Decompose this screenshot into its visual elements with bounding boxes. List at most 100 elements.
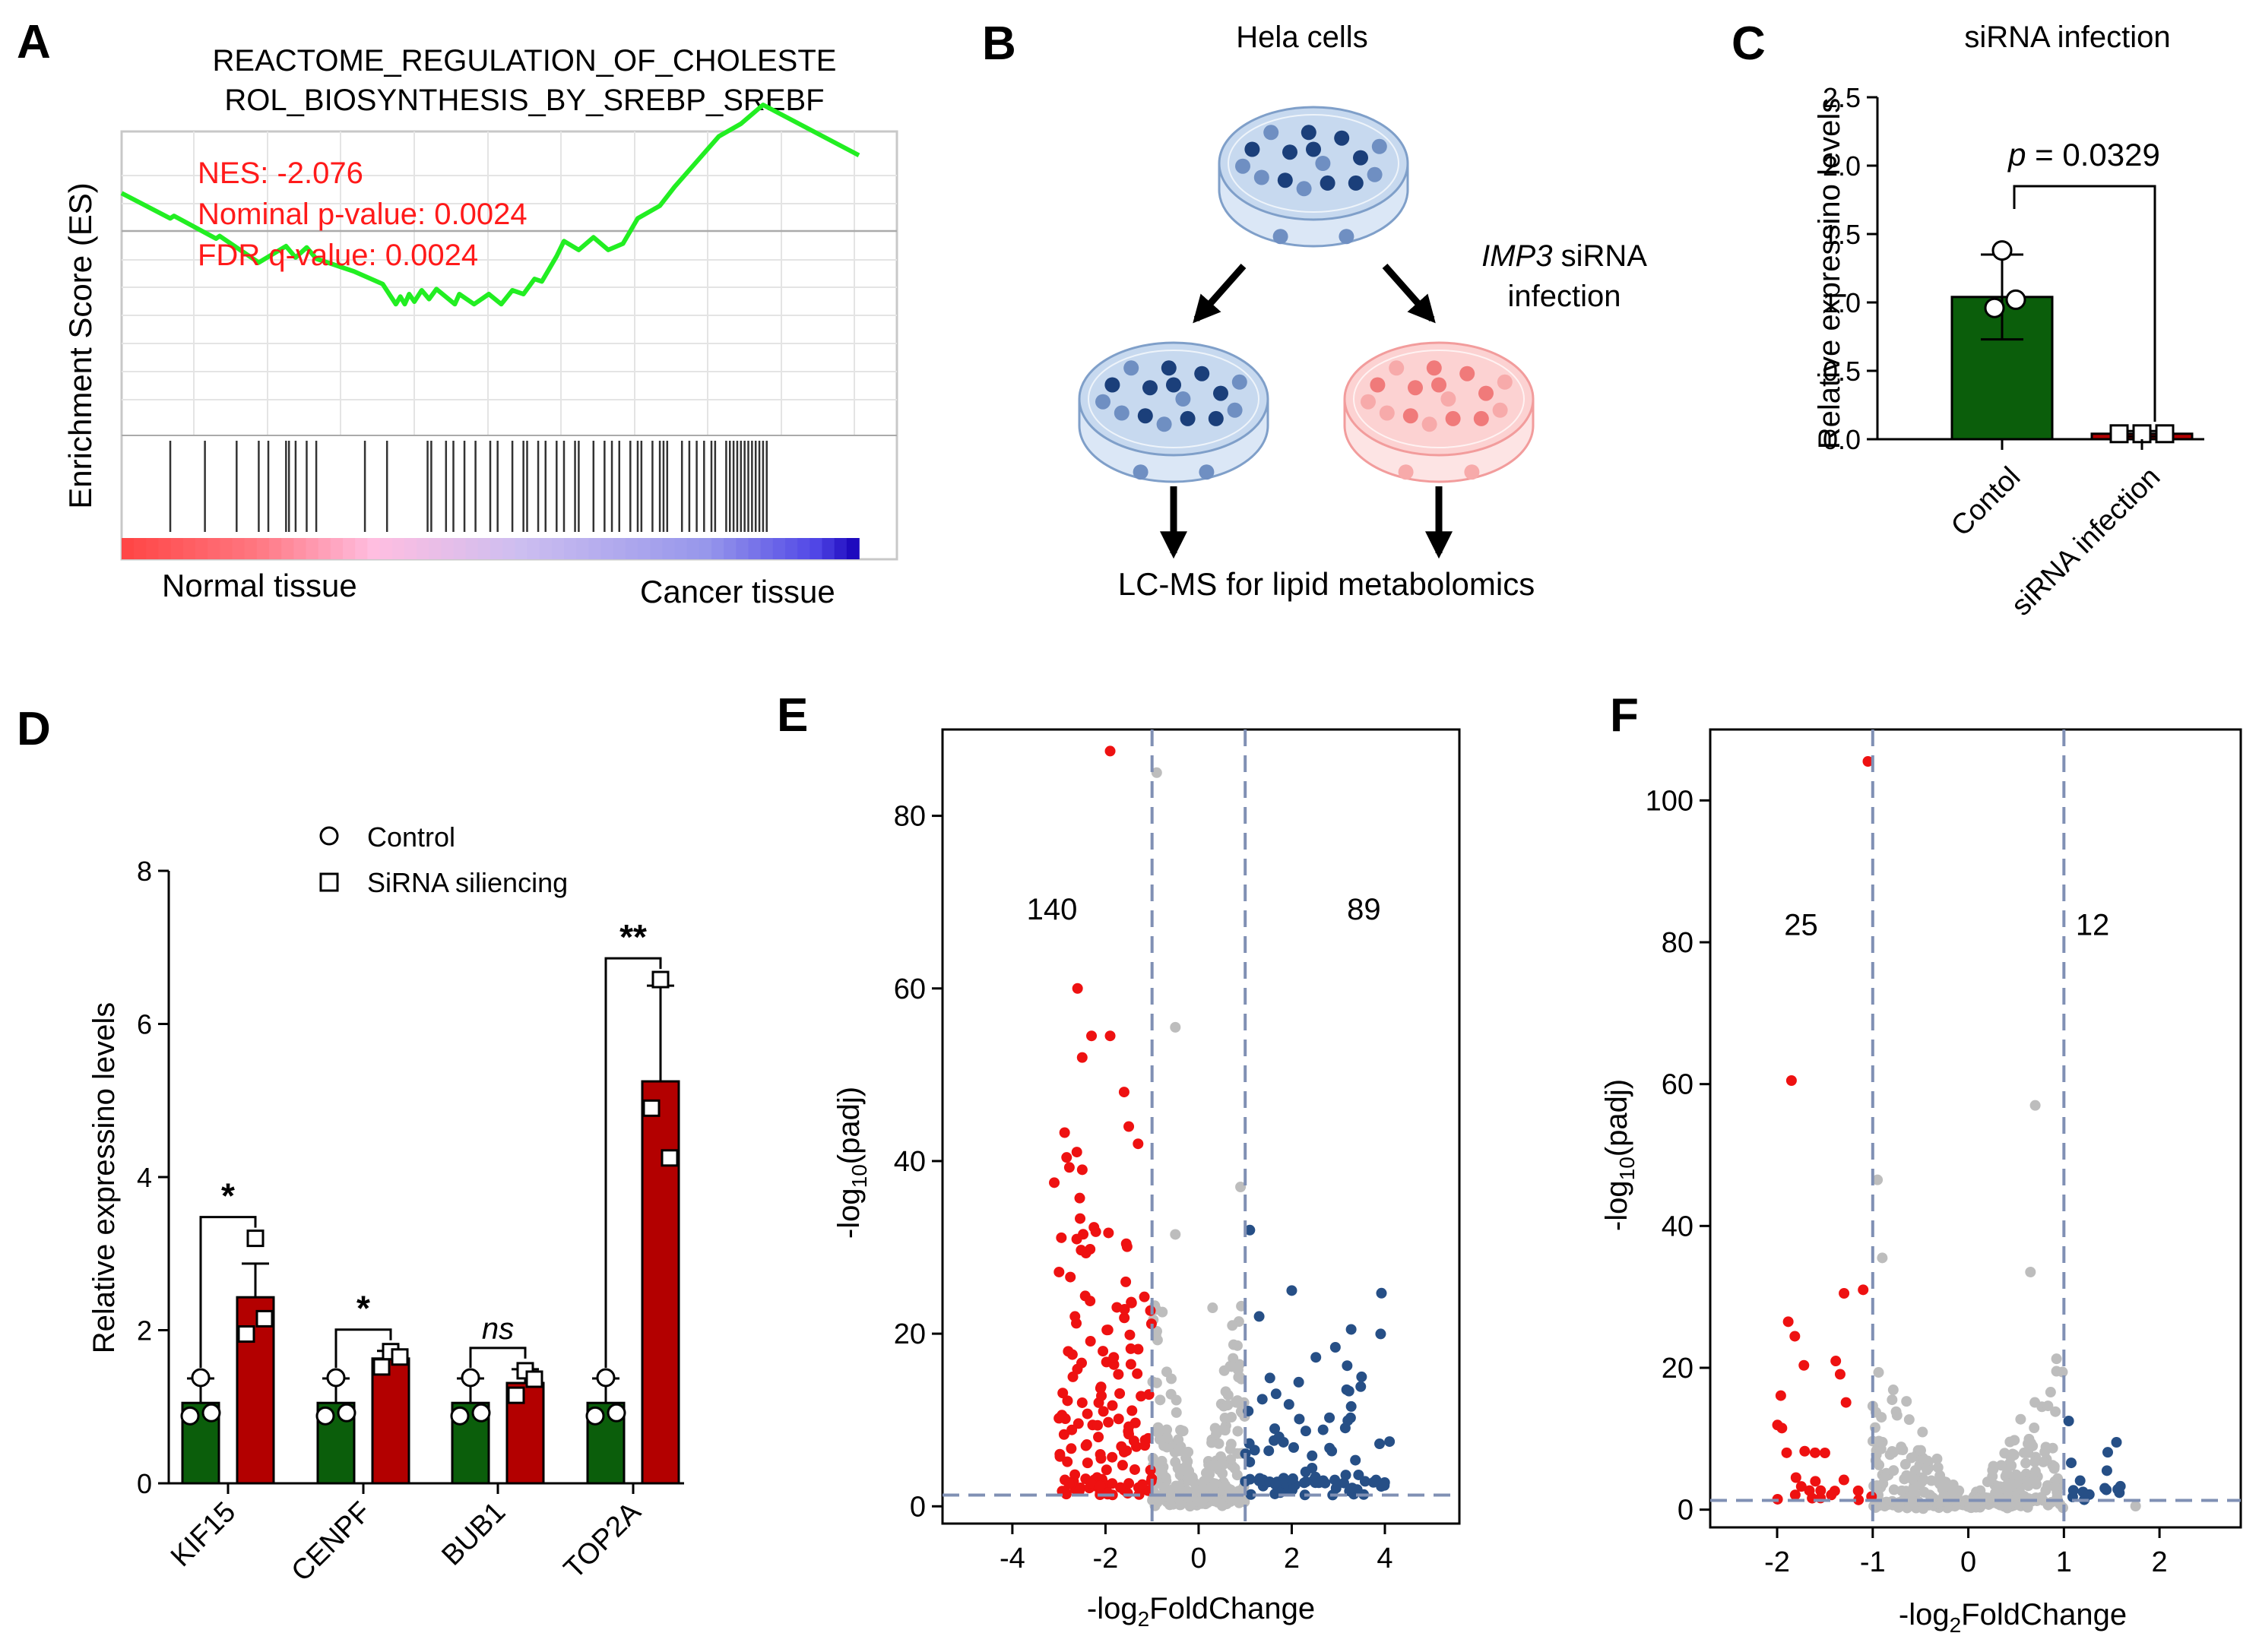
petri-dish-sirna [1343,341,1535,483]
f-ns-point-238 [2020,1457,2032,1469]
f-highlight-red-3 [1858,1284,1869,1296]
e-up-point-86 [1264,1476,1275,1487]
e-ns-point-103 [1219,1425,1231,1436]
e-highlight-red-6 [1067,1371,1079,1382]
f-x-label-post: FoldChange [1961,1598,2127,1631]
f-plot-frame [1709,728,2242,1529]
f-ns-point-249 [1873,1435,1884,1447]
f-down-point-18 [1798,1359,1810,1371]
e-up-point-42 [1301,1476,1312,1487]
f-highlight-red-2 [1839,1288,1850,1299]
e-down-point-86 [1124,1329,1136,1340]
e-up-point-44 [1345,1324,1357,1335]
panel-c: C siRNA infection Relative expressino le… [1731,17,2204,622]
f-down-point-11 [1799,1445,1811,1457]
f-ns-point-43 [1903,1414,1915,1426]
d-significance-label-3: ** [619,917,647,957]
sirna-dish-cell-10 [1421,416,1437,432]
e-y-label-post: (padj) [832,1087,866,1164]
rank-band-segment-1 [134,538,147,559]
sirna-dish-cell-12 [1473,410,1489,426]
f-ns-point-177 [2007,1448,2018,1460]
f-ns-point-188 [2042,1400,2054,1412]
e-ns-point-156 [1171,1407,1182,1418]
e-ns-point-258 [1226,1361,1237,1372]
e-y-tick-label-3: 60 [894,973,926,1005]
e-down-point-79 [1121,1241,1133,1252]
e-down-point-40 [1075,1213,1086,1224]
e-down-point-23 [1063,1162,1075,1173]
e-y-axis-label: -log10(padj) [832,1087,871,1239]
f-y-label-sub: 10 [1615,1157,1639,1180]
control-dish-cell-9 [1137,408,1153,424]
arrow-to-control [1193,264,1247,324]
rank-band-segment-26 [441,538,455,559]
f-x-tick-label-1: -1 [1860,1546,1886,1578]
f-count-down: 25 [1784,909,1818,942]
rank-band-segment-54 [785,538,798,559]
f-y-tick-label-2: 40 [1662,1211,1693,1242]
e-count-down: 140 [1027,893,1078,926]
top-dish-cell-16 [1272,229,1288,245]
e-ns-point-171 [1231,1397,1243,1408]
e-up-point-33 [1345,1400,1357,1412]
f-ns-point-220 [2029,1423,2040,1434]
e-ns-point-159 [1234,1485,1246,1496]
f-ns-point-261 [2051,1366,2062,1377]
f-up-point-8 [2067,1485,2079,1496]
sirna-dish-cell-2 [1408,380,1423,396]
f-ns-point-279 [2025,1438,2036,1449]
e-down-point-54 [1095,1453,1107,1464]
e-down-point-85 [1066,1349,1078,1360]
panel-label-c: C [1731,17,1766,70]
rank-band-segment-37 [576,538,590,559]
control-dish-cell-15 [1166,377,1181,393]
d-point-0-0-0 [191,1368,211,1388]
e-up-point-78 [1346,1483,1358,1494]
rank-band-segment-29 [477,538,491,559]
rank-band-segment-41 [625,538,638,559]
e-ns-point-214 [1219,1480,1231,1491]
e-down-point-124 [1085,1477,1097,1489]
rank-band-segment-56 [810,538,823,559]
f-down-point-4 [1840,1397,1852,1408]
e-down-point-103 [1076,1164,1088,1176]
e-highlight-grey-1 [1170,1021,1181,1033]
f-down-point-20 [1838,1474,1849,1486]
rank-band-segment-11 [256,538,270,559]
e-down-point-121 [1145,1305,1156,1316]
imp3-sirna-annotation: IMP3 siRNA [1481,239,1647,273]
e-up-point-76 [1278,1473,1289,1484]
e-x-tick-label-3: 2 [1284,1543,1300,1574]
panel-a: A REACTOME_REGULATION_OF_CHOLESTE ROL_BI… [17,16,898,609]
f-x-label-pre: -log [1899,1598,1950,1631]
f-down-point-9 [1804,1485,1815,1496]
d-significance-label-2: ns [482,1312,514,1346]
e-up-point-59 [1343,1385,1354,1397]
rank-band-segment-33 [527,538,540,559]
f-highlight-red-4 [1776,1423,1788,1434]
e-down-point-46 [1119,1304,1130,1315]
rank-band-segment-6 [195,538,208,559]
panel-label-d: D [17,703,51,755]
e-down-point-20 [1082,1457,1093,1469]
e-ns-point-254 [1220,1386,1231,1397]
f-y-tick-label-1: 20 [1662,1353,1693,1385]
sirna-dish-cell-16 [1398,464,1414,480]
f-ns-point-33 [1887,1385,1899,1396]
d-point-3-0-1 [585,1406,605,1426]
panel-label-e: E [777,689,808,742]
rank-band-segment-34 [539,538,553,559]
f-y-tick-label-4: 80 [1662,927,1693,959]
f-down-point-1 [1789,1331,1801,1342]
rank-band-segment-8 [220,538,233,559]
panel-d-legend: Control SiRNA siliencing [319,821,568,898]
f-y-axis-label: -log10(padj) [1600,1079,1639,1231]
e-ns-point-235 [1206,1437,1218,1448]
d-point-0-0-1 [180,1406,200,1426]
e-ns-point-76 [1155,1394,1166,1406]
e-down-point-99 [1129,1464,1140,1475]
f-ns-point-312 [1918,1486,1930,1498]
control-dish-cell-11 [1180,410,1196,426]
